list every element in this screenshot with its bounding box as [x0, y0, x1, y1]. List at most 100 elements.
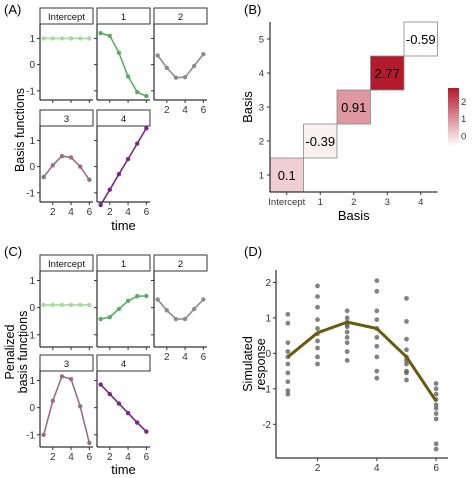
- series-line-1: [100, 295, 147, 320]
- facet-strip-label: 3: [64, 359, 69, 370]
- x-tick-label: 6: [201, 105, 207, 116]
- x-tick-label: 4: [182, 352, 188, 363]
- scatter-point: [433, 386, 439, 392]
- scatter-point: [433, 416, 439, 422]
- scatter-point: [315, 345, 320, 351]
- series-line-3: [43, 155, 90, 181]
- scatter-point: [374, 334, 380, 340]
- x-tick-label: 2: [107, 207, 113, 218]
- series-point: [78, 164, 83, 169]
- scatter-point: [374, 368, 380, 374]
- scatter-point: [285, 379, 291, 385]
- facet-strip-label: Intercept: [48, 259, 85, 270]
- facet-strip-4: [96, 109, 151, 127]
- series-point: [87, 440, 92, 446]
- series-point: [41, 302, 46, 308]
- series-point: [107, 33, 112, 38]
- facet-strip-2: [153, 7, 208, 25]
- heatmap-cell-label: -0.59: [406, 32, 436, 47]
- scatter-point: [285, 370, 291, 376]
- series-point: [125, 410, 131, 416]
- scatter-point: [404, 361, 409, 367]
- facet-strip-label: 3: [64, 114, 69, 125]
- heatmap-cell: [403, 21, 438, 57]
- x-tick-label: 2: [164, 105, 170, 116]
- facet-strip-Intercept: [39, 254, 94, 272]
- legend-tick-label: 0: [461, 131, 466, 142]
- facet-strip-1: [96, 7, 151, 25]
- scatter-point: [374, 317, 380, 323]
- heatmap-cell: [336, 89, 371, 125]
- heatmap-cell-label: 0.91: [341, 100, 366, 115]
- heatmap-cell: [370, 55, 405, 91]
- scatter-point: [344, 315, 350, 321]
- legend-tick-label: 2: [461, 97, 466, 108]
- panel-a-basis-functions: Intercept 1 0 -1 1 2 2 4 6 3 1 0 -1 2 4 6 4 2 4 6 time Basis …: [13, 7, 208, 233]
- facet-strip-label: 2: [178, 259, 183, 270]
- y-tick-label: 0: [265, 349, 271, 360]
- x-tick-label: 4: [125, 452, 131, 463]
- panel-label-a: (A): [4, 2, 21, 17]
- y-axis-title: Basis: [240, 91, 255, 123]
- y-axis-title: Penalized: [3, 325, 17, 380]
- x-tick-label: 6: [201, 352, 207, 363]
- series-point: [78, 302, 83, 308]
- y-tick-label: 0: [29, 403, 35, 414]
- facet-strip-label: 4: [121, 114, 126, 125]
- y-tick-label: -1: [26, 188, 35, 199]
- series-point: [59, 36, 65, 41]
- panel-b-heatmap: 0.1 -0.39 0.91 2.77 -0.59 Intercept 1 2 3 4 1 2 3 4 5 B…: [240, 21, 466, 223]
- y-tick-label: -1: [26, 86, 35, 97]
- series-point: [164, 65, 169, 70]
- series-line-3: [42, 375, 91, 444]
- x-tick-label: 2: [315, 463, 321, 474]
- scatter-point: [433, 381, 439, 386]
- x-tick-label: 6: [433, 463, 439, 474]
- y-tick-label: 3: [259, 103, 264, 114]
- y-tick-label: 0: [29, 303, 35, 314]
- series-point: [41, 36, 46, 41]
- series-point: [50, 36, 55, 41]
- series-point: [192, 63, 197, 69]
- heatmap-cell-label: -0.39: [305, 134, 335, 149]
- scatter-point: [344, 340, 350, 346]
- series-point: [144, 126, 149, 131]
- fitted-mean-line: [286, 320, 438, 403]
- panel-label-b: (B): [244, 2, 261, 17]
- y-tick-label: -1: [26, 330, 35, 341]
- scatter-point: [374, 308, 380, 314]
- scatter-point: [433, 391, 439, 397]
- x-tick-label: 6: [144, 452, 150, 463]
- scatter-point: [433, 405, 439, 411]
- scatter-point: [315, 354, 320, 360]
- series-point: [78, 404, 83, 409]
- y-tick-label: 0: [29, 162, 35, 173]
- x-tick-label: 2: [164, 352, 170, 363]
- series-point: [107, 187, 112, 192]
- series-point: [144, 93, 149, 99]
- scatter-point: [433, 402, 439, 408]
- series-point: [182, 75, 188, 80]
- series-point: [87, 177, 92, 182]
- panel-label-c: (C): [4, 244, 22, 259]
- series-point: [144, 429, 149, 434]
- series-point: [68, 302, 74, 308]
- facet-strip-3: [39, 354, 94, 372]
- scatter-point: [433, 446, 439, 452]
- scatter-point: [285, 311, 291, 317]
- scatter-point: [344, 334, 350, 340]
- series-point: [192, 306, 197, 312]
- scatter-point: [315, 294, 320, 300]
- x-tick-label: 4: [68, 207, 74, 218]
- series-point: [68, 376, 74, 382]
- series-point: [164, 308, 169, 313]
- x-tick-label: 4: [125, 207, 131, 218]
- series-line-4: [100, 127, 147, 206]
- y-axis-title: Basis functions: [13, 88, 27, 172]
- series-line-1: [100, 32, 147, 97]
- y-axis-title: Simulated: [241, 336, 255, 392]
- series-point: [135, 294, 140, 299]
- series-point: [50, 398, 55, 404]
- y-axis-title: basis functions: [16, 311, 30, 394]
